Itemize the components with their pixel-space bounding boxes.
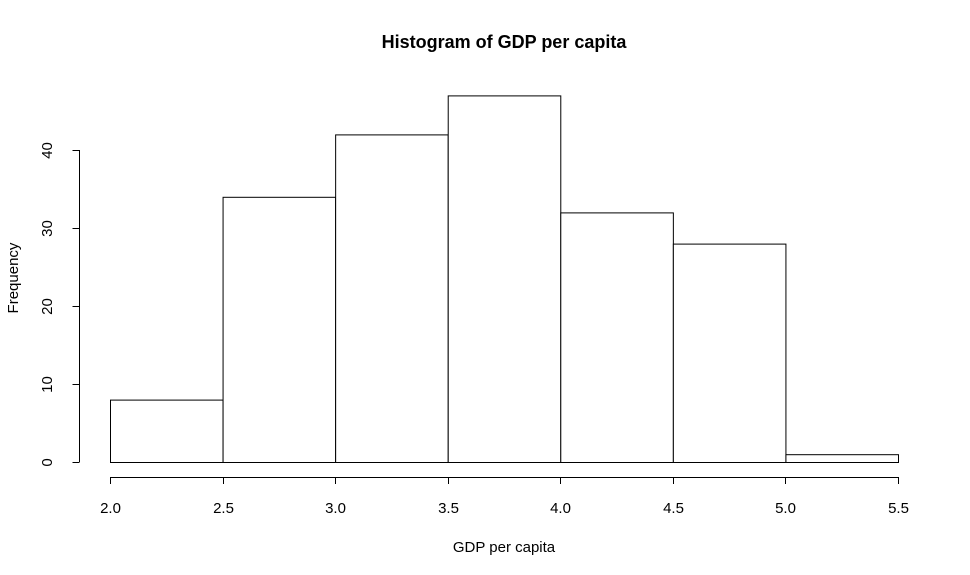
y-tick-label-2: 20 [39, 298, 56, 315]
histogram-bar-3 [447, 95, 562, 464]
y-axis: 0 10 20 30 40 [39, 142, 80, 467]
chart-title: Histogram of GDP per capita [382, 32, 628, 52]
bars-group [110, 95, 900, 464]
x-axis: 2.0 2.5 3.0 3.5 4.0 4.5 5.0 5.5 [100, 477, 909, 517]
x-tick-label-5: 4.5 [663, 500, 684, 517]
x-tick-label-4: 4.0 [550, 500, 571, 517]
histogram-bar-0 [110, 399, 224, 464]
x-tick-label-1: 2.5 [213, 500, 234, 517]
y-tick-label-3: 30 [39, 220, 56, 237]
x-axis-label: GDP per capita [453, 539, 556, 556]
x-tick-label-6: 5.0 [775, 500, 796, 517]
x-tick-label-0: 2.0 [100, 500, 121, 517]
x-tick-label-3: 3.5 [438, 500, 459, 517]
x-tick-label-2: 3.0 [325, 500, 346, 517]
x-tick-label-7: 5.5 [888, 500, 909, 517]
histogram-bar-4 [560, 212, 674, 463]
histogram-bar-5 [672, 243, 787, 463]
y-tick-label-4: 40 [39, 142, 56, 159]
y-tick-label-0: 0 [39, 458, 56, 466]
histogram-bar-6 [785, 454, 900, 464]
histogram-bar-1 [222, 196, 337, 464]
y-tick-label-1: 10 [39, 376, 56, 393]
histogram-bar-2 [335, 134, 449, 463]
y-axis-label: Frequency [5, 242, 22, 313]
